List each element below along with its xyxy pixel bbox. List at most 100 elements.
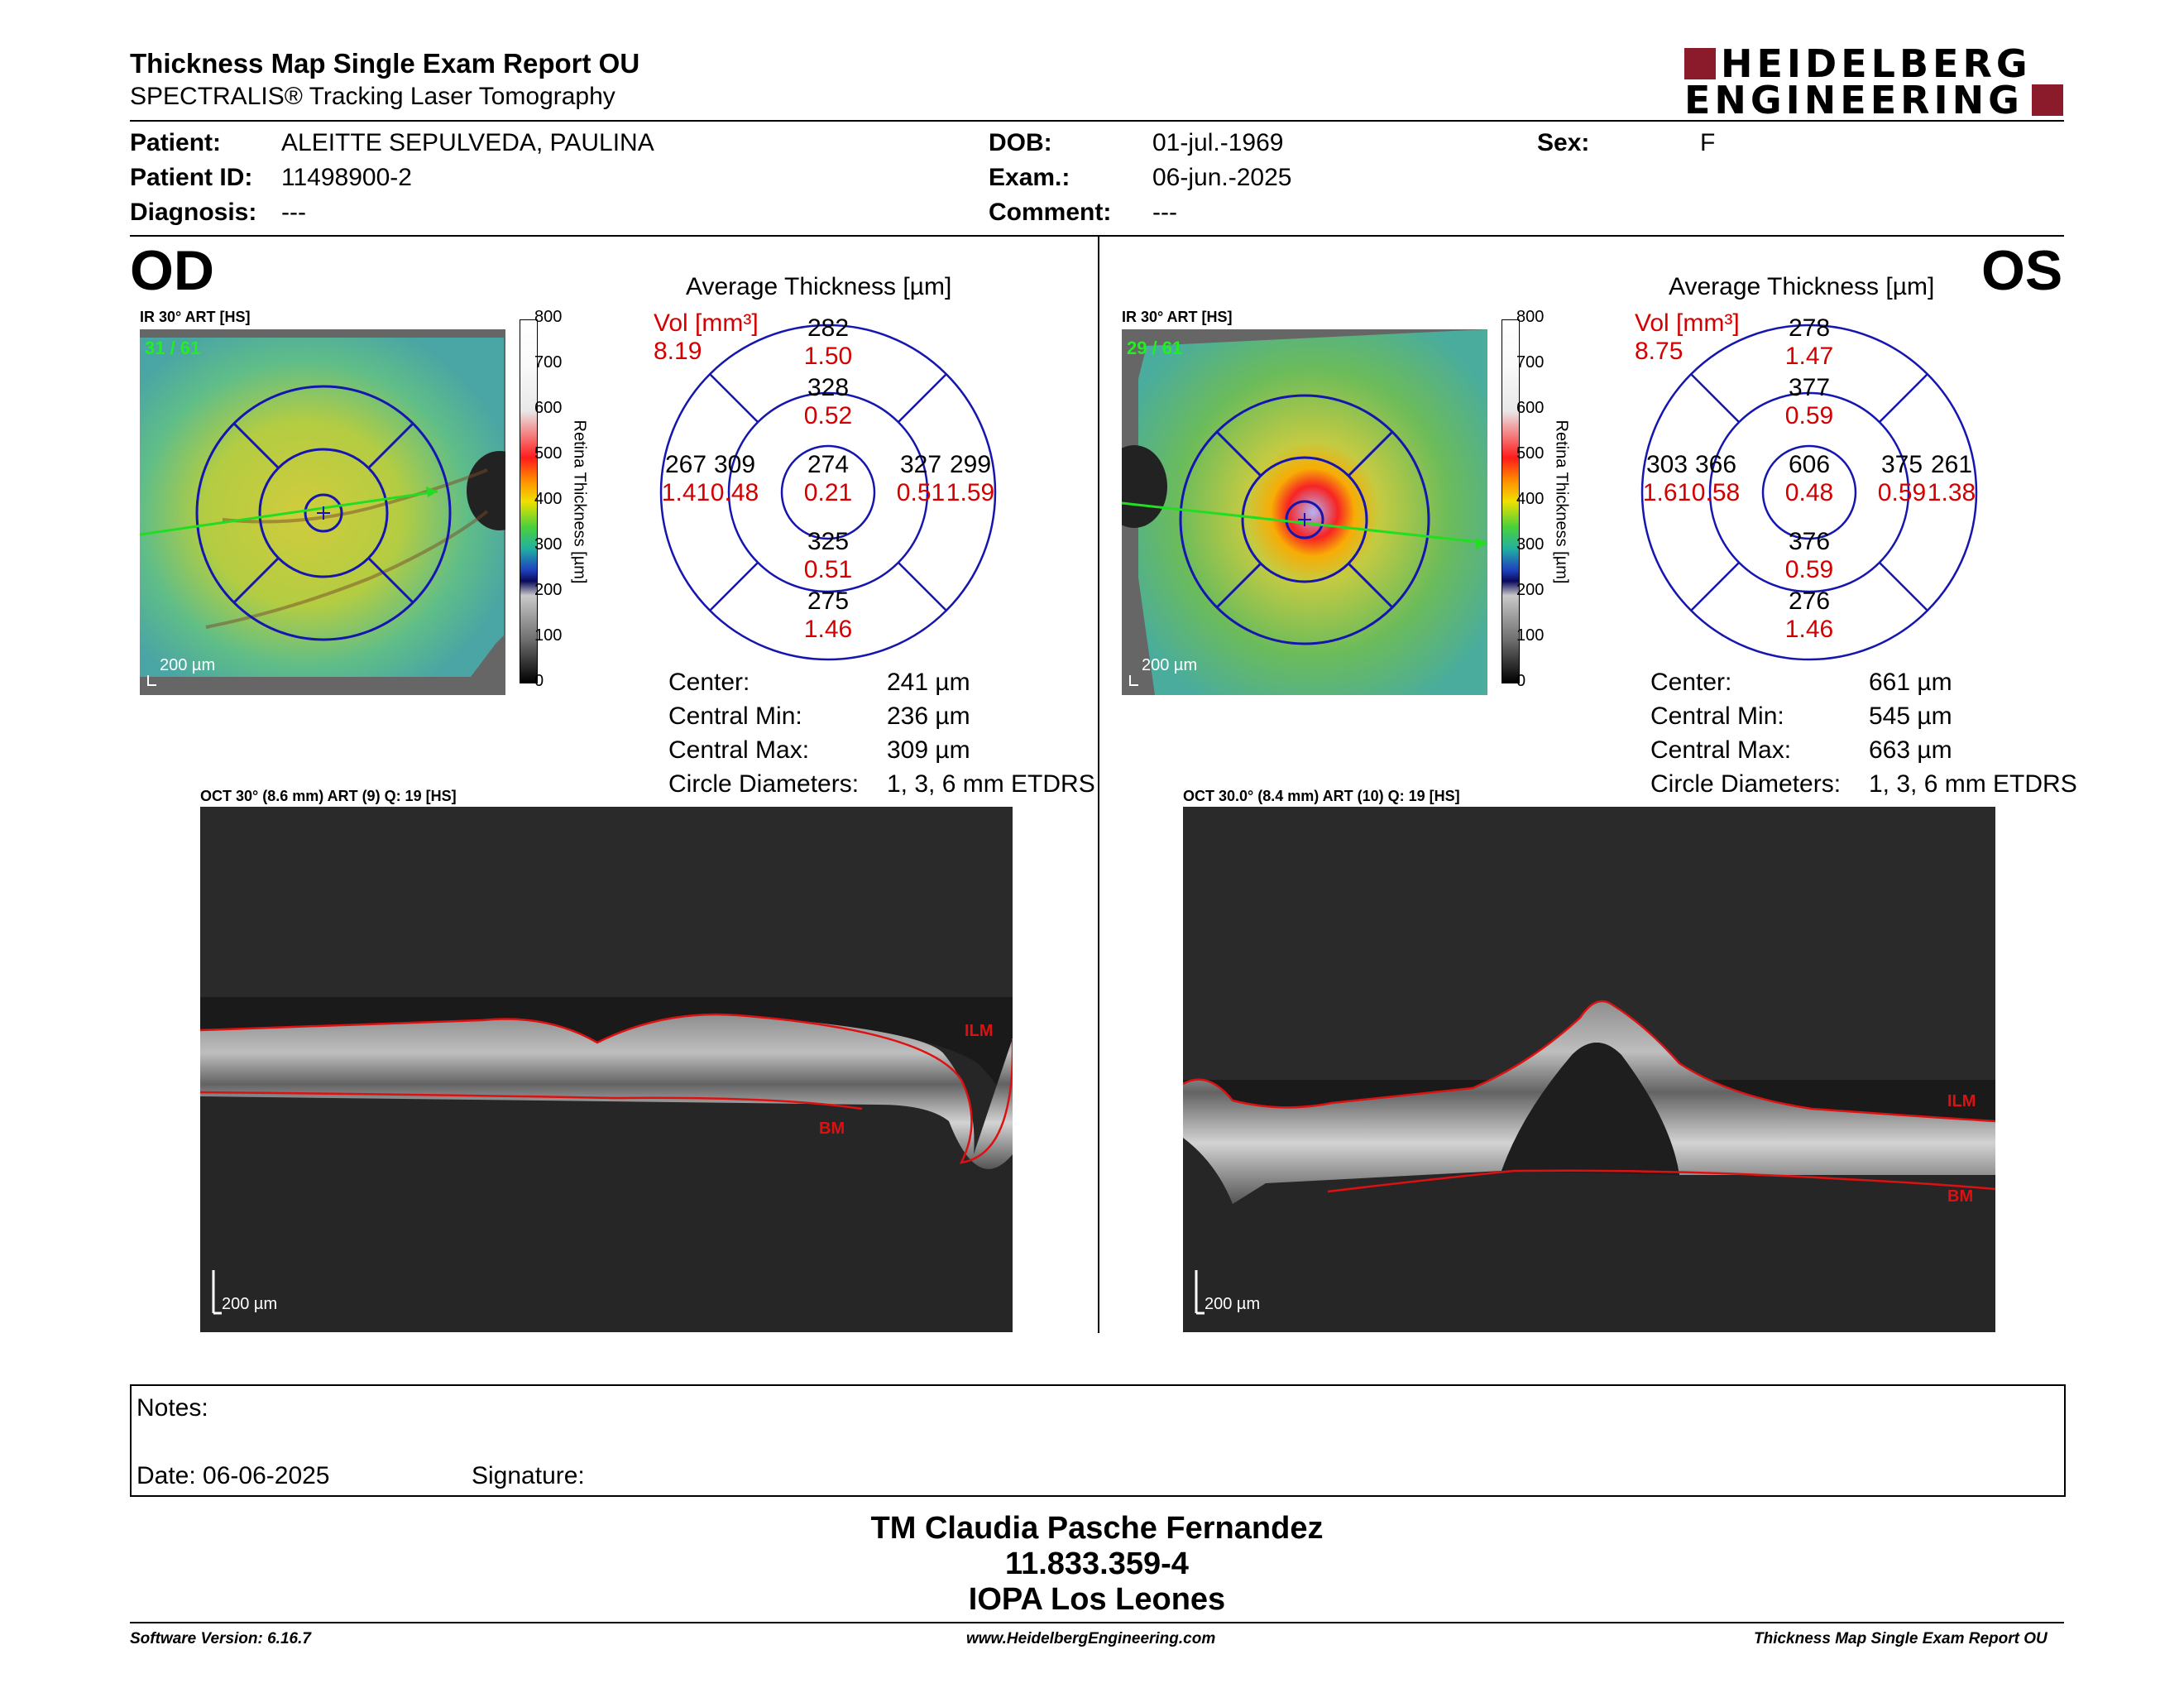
od-center-label: Center: bbox=[668, 669, 750, 696]
od-stats: Center: 241 µm Central Min: 236 µm Centr… bbox=[668, 669, 1099, 809]
os-inner-right-vol: 0.59 bbox=[1877, 479, 1927, 506]
signature-label: Signature: bbox=[472, 1462, 585, 1489]
os-fundus-image: 29 / 61 200 µm bbox=[1122, 329, 1487, 695]
patient-name: ALEITTE SEPULVEDA, PAULINA bbox=[281, 129, 654, 156]
os-ir-count: 29 / 61 bbox=[1127, 338, 1183, 358]
logo-line-2: ENGINEERING bbox=[1684, 78, 2024, 122]
tick-label: 400 bbox=[534, 490, 563, 508]
os-colorbar-title: Retina Thickness [µm] bbox=[1552, 420, 1571, 584]
exam-value: 06-jun.-2025 bbox=[1152, 164, 1292, 191]
os-min-label: Central Min: bbox=[1650, 703, 1784, 730]
od-min-value: 236 µm bbox=[887, 703, 970, 730]
od-outer-top-vol: 1.50 bbox=[803, 343, 853, 370]
os-outer-left-vol: 1.61 bbox=[1642, 479, 1692, 506]
os-outer-right: 261 bbox=[1930, 451, 1973, 478]
os-inner-bottom-vol: 0.59 bbox=[1784, 556, 1834, 583]
footer-report-name: Thickness Map Single Exam Report OU bbox=[1754, 1630, 2048, 1647]
tick-label: 0 bbox=[534, 672, 544, 690]
notes-date: Date: 06-06-2025 bbox=[136, 1462, 330, 1489]
od-eye-label: OD bbox=[130, 239, 214, 302]
tick-label: 400 bbox=[1516, 490, 1545, 508]
os-stats: Center: 661 µm Central Min: 545 µm Centr… bbox=[1650, 669, 2097, 809]
od-outer-right-vol: 1.59 bbox=[946, 479, 995, 506]
notes-box[interactable]: Notes: Date: 06-06-2025 Signature: bbox=[130, 1384, 2066, 1497]
tick-label: 300 bbox=[1516, 535, 1545, 554]
tick-label: 200 bbox=[1516, 581, 1545, 599]
os-oct-scale: 200 µm bbox=[1205, 1295, 1261, 1313]
od-center-vol: 0.21 bbox=[803, 479, 853, 506]
os-eye-label: OS bbox=[1981, 239, 2063, 302]
od-inner-bottom-vol: 0.51 bbox=[803, 556, 853, 583]
od-outer-left-vol: 1.41 bbox=[661, 479, 711, 506]
diagnosis-label: Diagnosis: bbox=[130, 199, 257, 226]
os-inner-top-vol: 0.59 bbox=[1784, 402, 1834, 429]
od-thickness-map bbox=[140, 329, 505, 695]
os-outer-left: 303 bbox=[1645, 451, 1688, 478]
patient-divider bbox=[130, 235, 2064, 237]
od-inner-top: 328 bbox=[807, 374, 850, 401]
website-link[interactable]: www.HeidelbergEngineering.com bbox=[966, 1630, 1216, 1647]
dob-label: DOB: bbox=[989, 129, 1052, 156]
sex-value: F bbox=[1700, 129, 1716, 156]
od-ilm-label: ILM bbox=[965, 1022, 994, 1040]
footer-divider bbox=[130, 1622, 2064, 1623]
od-inner-left: 309 bbox=[713, 451, 756, 478]
tick-label: 200 bbox=[534, 581, 563, 599]
os-outer-top: 278 bbox=[1788, 314, 1831, 342]
od-diam-value: 1, 3, 6 mm ETDRS bbox=[887, 770, 1095, 798]
signer-name: TM Claudia Pasche Fernandez bbox=[870, 1511, 1324, 1546]
dob-value: 01-jul.-1969 bbox=[1152, 129, 1284, 156]
notes-label: Notes: bbox=[136, 1394, 208, 1422]
od-max-value: 309 µm bbox=[887, 736, 970, 764]
os-inner-bottom: 376 bbox=[1788, 528, 1831, 555]
od-colorbar-title: Retina Thickness [µm] bbox=[570, 420, 589, 584]
report-title: Thickness Map Single Exam Report OU bbox=[130, 48, 640, 79]
os-diam-label: Circle Diameters: bbox=[1650, 770, 1842, 798]
os-center-vol: 0.48 bbox=[1784, 479, 1834, 506]
od-vol-value: 8.19 bbox=[654, 338, 702, 365]
od-outer-bottom-vol: 1.46 bbox=[803, 616, 853, 643]
os-max-label: Central Max: bbox=[1650, 736, 1792, 764]
od-outer-top: 282 bbox=[807, 314, 850, 342]
os-bscan bbox=[1183, 807, 1995, 1332]
os-vol-label: Vol [mm³] bbox=[1635, 309, 1740, 337]
software-version: Software Version: 6.16.7 bbox=[130, 1630, 311, 1647]
os-vol-value: 8.75 bbox=[1635, 338, 1684, 365]
os-fundus-scale: 200 µm bbox=[1142, 656, 1198, 674]
signature-block: TM Claudia Pasche Fernandez 11.833.359-4… bbox=[130, 1511, 2064, 1618]
os-diam-value: 1, 3, 6 mm ETDRS bbox=[1869, 770, 2077, 798]
tick-label: 500 bbox=[534, 444, 563, 463]
logo-mark-top bbox=[1684, 48, 1716, 79]
od-outer-bottom: 275 bbox=[807, 587, 850, 615]
od-inner-top-vol: 0.52 bbox=[803, 402, 853, 429]
od-sector-values: 282 1.50 328 0.52 267 1.41 309 0.48 274 … bbox=[659, 306, 998, 670]
tick-label: 700 bbox=[534, 353, 563, 372]
od-vol-label: Vol [mm³] bbox=[654, 309, 759, 337]
od-diam-label: Circle Diameters: bbox=[668, 770, 860, 798]
os-avg-title: Average Thickness [µm] bbox=[1669, 273, 1935, 300]
os-inner-right: 375 bbox=[1880, 451, 1923, 478]
od-bscan bbox=[200, 807, 1013, 1332]
header-divider bbox=[130, 120, 2064, 122]
os-center-value: 661 µm bbox=[1869, 669, 1952, 696]
od-center-value: 241 µm bbox=[887, 669, 970, 696]
od-fundus-scale: 200 µm bbox=[160, 656, 216, 674]
sex-label: Sex: bbox=[1537, 129, 1590, 156]
od-inner-right: 327 bbox=[899, 451, 942, 478]
report-subtitle: SPECTRALIS® Tracking Laser Tomography bbox=[130, 83, 615, 110]
os-outer-bottom-vol: 1.46 bbox=[1784, 616, 1834, 643]
comment-value: --- bbox=[1152, 199, 1177, 226]
tick-label: 800 bbox=[1516, 308, 1545, 326]
logo-line-1: HEIDELBERG bbox=[1721, 41, 2032, 86]
od-center: 274 bbox=[807, 451, 850, 478]
od-inner-left-vol: 0.48 bbox=[710, 479, 759, 506]
od-etdrs-grid bbox=[659, 324, 997, 661]
eye-column-divider bbox=[1098, 237, 1099, 1333]
od-max-label: Central Max: bbox=[668, 736, 810, 764]
od-outer-left: 267 bbox=[664, 451, 707, 478]
os-ilm-label: ILM bbox=[1947, 1092, 1976, 1110]
od-ir-label: IR 30° ART [HS] bbox=[140, 309, 251, 325]
os-ir-label: IR 30° ART [HS] bbox=[1122, 309, 1233, 325]
os-thickness-map bbox=[1122, 329, 1487, 695]
signer-id: 11.833.359-4 bbox=[1005, 1547, 1189, 1581]
